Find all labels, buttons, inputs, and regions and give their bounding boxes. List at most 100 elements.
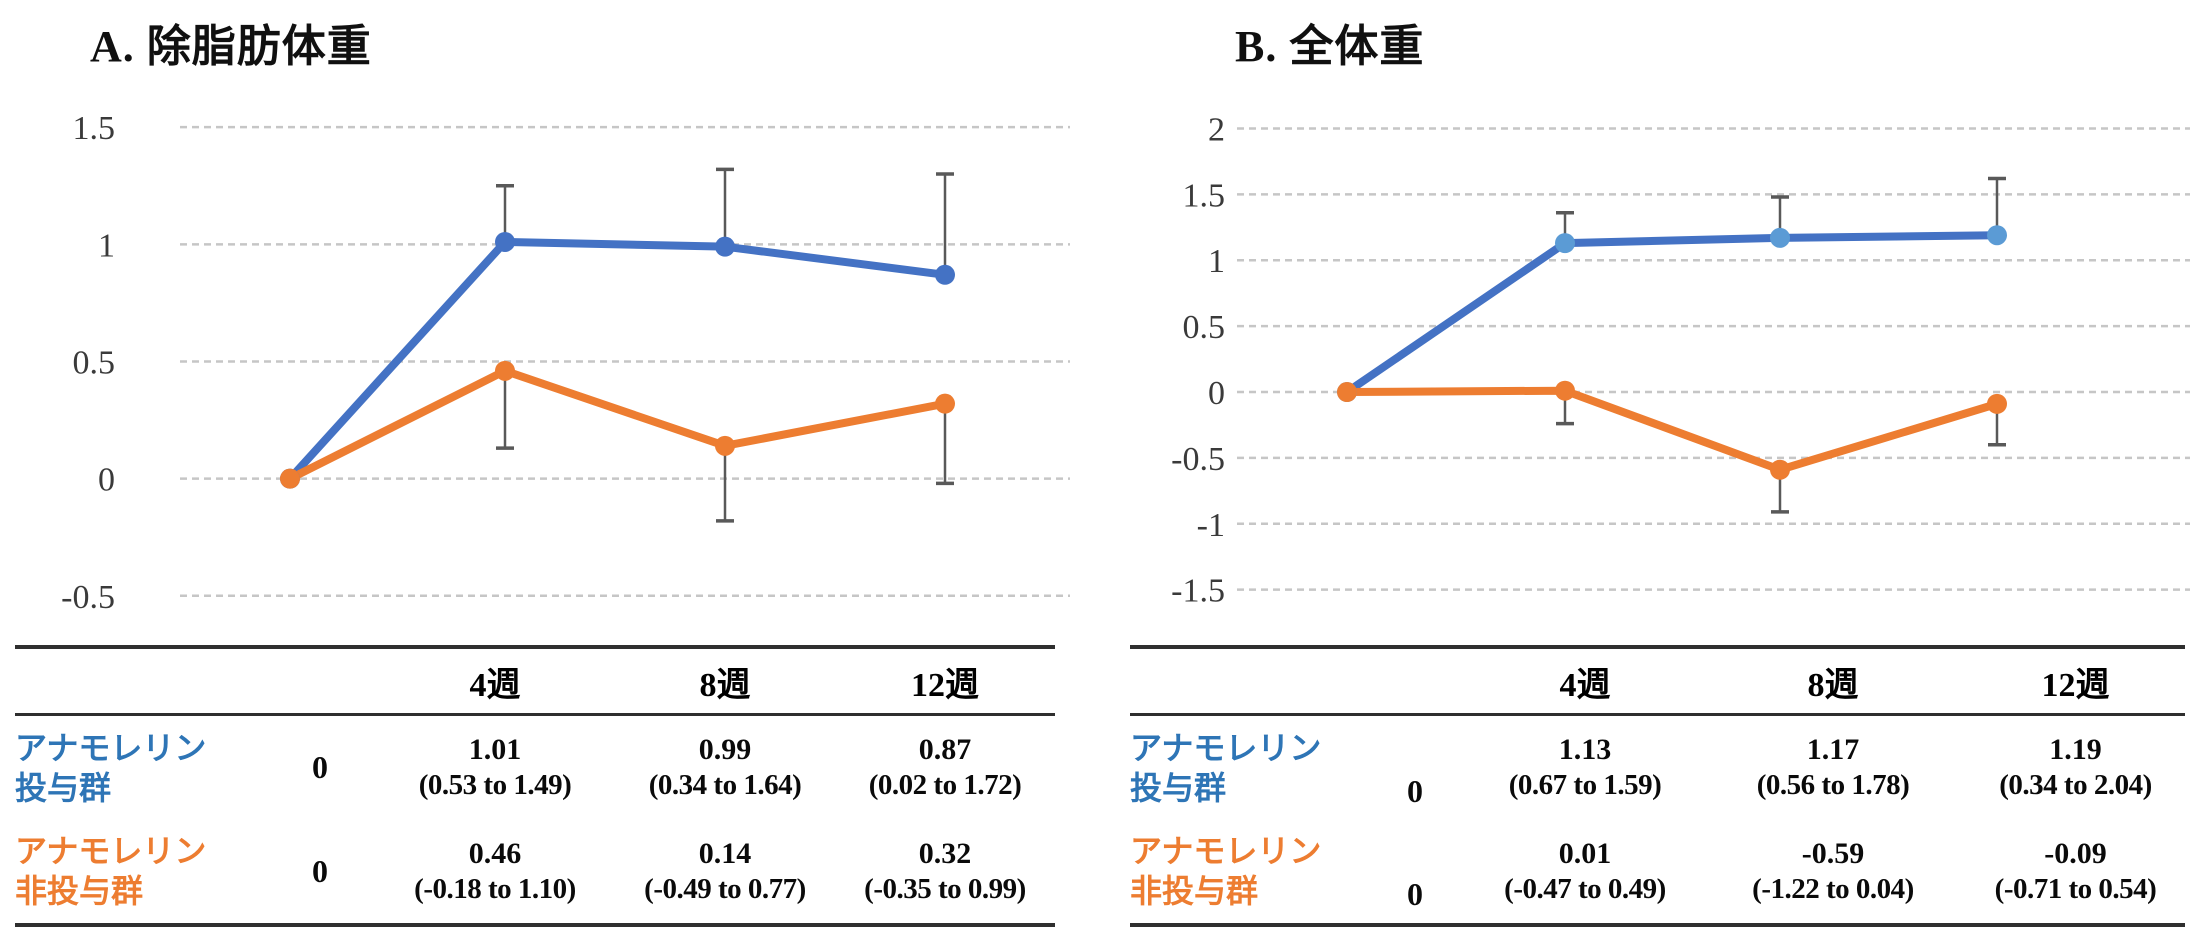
week-header-12w: 12週 <box>835 645 1055 716</box>
row-label-untreated: アナモレリン 非投与群 <box>1130 819 1360 927</box>
point-estimate: 1.17 <box>1806 733 1860 767</box>
panel-a-table: 4週 8週 12週 アナモレリン 投与群 0 1.01 (0.53 to 1.4… <box>15 645 1055 927</box>
value-cell-8w: 0.99 (0.34 to 1.64) <box>615 715 835 820</box>
point-estimate: 0.87 <box>918 733 972 767</box>
y-tick-label: 1 <box>1208 243 1225 280</box>
empty-header-cell <box>15 645 265 716</box>
value-cell-12w: -0.09 (-0.71 to 0.54) <box>1966 819 2185 927</box>
row-label-treated: アナモレリン 投与群 <box>15 715 265 820</box>
data-point-marker <box>1987 225 2007 246</box>
value-cell-8w: 1.17 (0.56 to 1.78) <box>1700 715 1966 820</box>
panel-b: B. 全体重 2 1.5 1 0.5 0 -0.5 -1 -1.5 4週 8週 12週 <box>1100 0 2200 952</box>
confidence-interval: (0.67 to 1.59) <box>1508 769 1662 802</box>
confidence-interval: (-0.71 to 0.54) <box>1994 872 2157 905</box>
row-label-treated: アナモレリン 投与群 <box>1130 715 1360 820</box>
baseline-value: 0 <box>312 749 328 786</box>
panel-b-title: B. 全体重 <box>1235 22 1425 71</box>
data-point-marker <box>1770 227 1790 248</box>
point-estimate: 0.32 <box>918 836 972 870</box>
y-tick-label: -1.5 <box>1171 573 1225 610</box>
panel-a: A. 除脂肪体重 1.5 1 0.5 0 -0.5 4週 8週 12週 アナ <box>15 22 1070 927</box>
point-estimate: 1.13 <box>1558 733 1612 767</box>
y-tick-label: 1 <box>98 227 115 264</box>
row-label-line1: アナモレリン <box>1130 833 1322 869</box>
value-cell-12w: 1.19 (0.34 to 2.04) <box>1966 715 2185 820</box>
week-header-4w: 4週 <box>375 645 615 716</box>
week-header-12w: 12週 <box>1966 645 2185 716</box>
value-cell-4w: 1.13 (0.67 to 1.59) <box>1470 715 1700 820</box>
week-header-8w: 8週 <box>1700 645 1966 716</box>
baseline-value: 0 <box>265 819 375 927</box>
confidence-interval: (0.34 to 2.04) <box>1999 769 2152 802</box>
point-estimate: 0.01 <box>1558 836 1612 870</box>
y-tick-label: 0.5 <box>73 344 116 381</box>
table-header-row: 4週 8週 12週 <box>1130 645 2185 716</box>
value-cell-12w: 0.32 (-0.35 to 0.99) <box>835 819 1055 927</box>
data-point-marker <box>935 264 955 285</box>
value-cell-12w: 0.87 (0.02 to 1.72) <box>835 715 1055 820</box>
panel-a-title: A. 除脂肪体重 <box>90 22 372 71</box>
y-tick-label: 0.5 <box>1183 309 1226 346</box>
data-point-marker <box>1555 380 1575 401</box>
row-label-line1: アナモレリン <box>1130 729 1322 766</box>
y-tick-label: 0 <box>1208 375 1225 412</box>
empty-baseline-header-cell <box>265 645 375 716</box>
confidence-interval: (0.56 to 1.78) <box>1756 769 1910 802</box>
row-label-line2: 非投与群 <box>15 873 144 909</box>
y-tick-label: 0 <box>98 462 115 499</box>
data-point-marker <box>1337 382 1357 403</box>
value-cell-4w: 0.01 (-0.47 to 0.49) <box>1470 819 1700 927</box>
data-point-marker <box>1987 393 2007 414</box>
point-estimate: 0.46 <box>468 836 522 870</box>
table-row-anamorelin-treated: アナモレリン 投与群 0 1.13 (0.67 to 1.59) 1.17 (0… <box>1130 715 2185 820</box>
data-point-marker <box>715 435 735 456</box>
data-point-marker <box>715 236 735 257</box>
baseline-value: 0 <box>1360 819 1470 927</box>
data-point-marker <box>1555 233 1575 254</box>
data-point-marker <box>935 393 955 414</box>
point-estimate: 0.14 <box>698 836 752 870</box>
value-cell-4w: 1.01 (0.53 to 1.49) <box>375 715 615 820</box>
table-header-row: 4週 8週 12週 <box>15 645 1055 716</box>
empty-header-cell <box>1130 645 1360 716</box>
confidence-interval: (-0.47 to 0.49) <box>1504 872 1666 905</box>
table-row-anamorelin-untreated: アナモレリン 非投与群 0 0.46 (-0.18 to 1.10) 0.14 … <box>15 819 1055 927</box>
panel-a-line-chart: 1.5 1 0.5 0 -0.5 <box>61 110 1070 616</box>
row-label-line2: 投与群 <box>1130 769 1227 806</box>
point-estimate: -0.09 <box>2044 836 2107 870</box>
y-tick-label: -0.5 <box>61 579 115 616</box>
confidence-interval: (-1.22 to 0.04) <box>1752 872 1914 905</box>
confidence-interval: (-0.49 to 0.77) <box>644 872 806 905</box>
series-line <box>286 366 949 483</box>
data-point-marker <box>1770 459 1790 480</box>
confidence-interval: (-0.18 to 1.10) <box>414 872 576 905</box>
y-tick-label: 1.5 <box>73 110 116 147</box>
baseline-value: 0 <box>1407 772 1423 809</box>
y-tick-label: -0.5 <box>1171 441 1225 478</box>
panel-b-table: 4週 8週 12週 アナモレリン 投与群 0 1.13 (0.67 to 1.5… <box>1130 645 2185 927</box>
row-label-line1: アナモレリン <box>15 833 207 869</box>
point-estimate: -0.59 <box>1801 836 1865 870</box>
y-tick-label: -1 <box>1197 507 1225 544</box>
table-row-anamorelin-treated: アナモレリン 投与群 0 1.01 (0.53 to 1.49) 0.99 (0… <box>15 715 1055 820</box>
row-label-untreated: アナモレリン 非投与群 <box>15 819 265 927</box>
series-line <box>1343 231 2001 397</box>
week-header-4w: 4週 <box>1470 645 1700 716</box>
row-label-line2: 非投与群 <box>1130 873 1259 909</box>
confidence-interval: (-0.35 to 0.99) <box>864 872 1026 905</box>
row-label-line1: アナモレリン <box>15 729 207 766</box>
week-header-8w: 8週 <box>615 645 835 716</box>
panel-b-line-chart: 2 1.5 1 0.5 0 -0.5 -1 -1.5 <box>1171 111 2190 610</box>
value-cell-8w: 0.14 (-0.49 to 0.77) <box>615 819 835 927</box>
confidence-interval: (0.02 to 1.72) <box>868 769 1022 802</box>
row-label-line2: 投与群 <box>15 769 112 806</box>
data-point-marker <box>280 468 300 489</box>
point-estimate: 1.19 <box>2049 733 2102 767</box>
value-cell-8w: -0.59 (-1.22 to 0.04) <box>1700 819 1966 927</box>
series-line <box>286 237 949 483</box>
point-estimate: 0.99 <box>698 733 752 767</box>
y-tick-label: 1.5 <box>1183 177 1226 214</box>
data-point-marker <box>495 231 515 252</box>
confidence-interval: (0.53 to 1.49) <box>418 769 572 802</box>
